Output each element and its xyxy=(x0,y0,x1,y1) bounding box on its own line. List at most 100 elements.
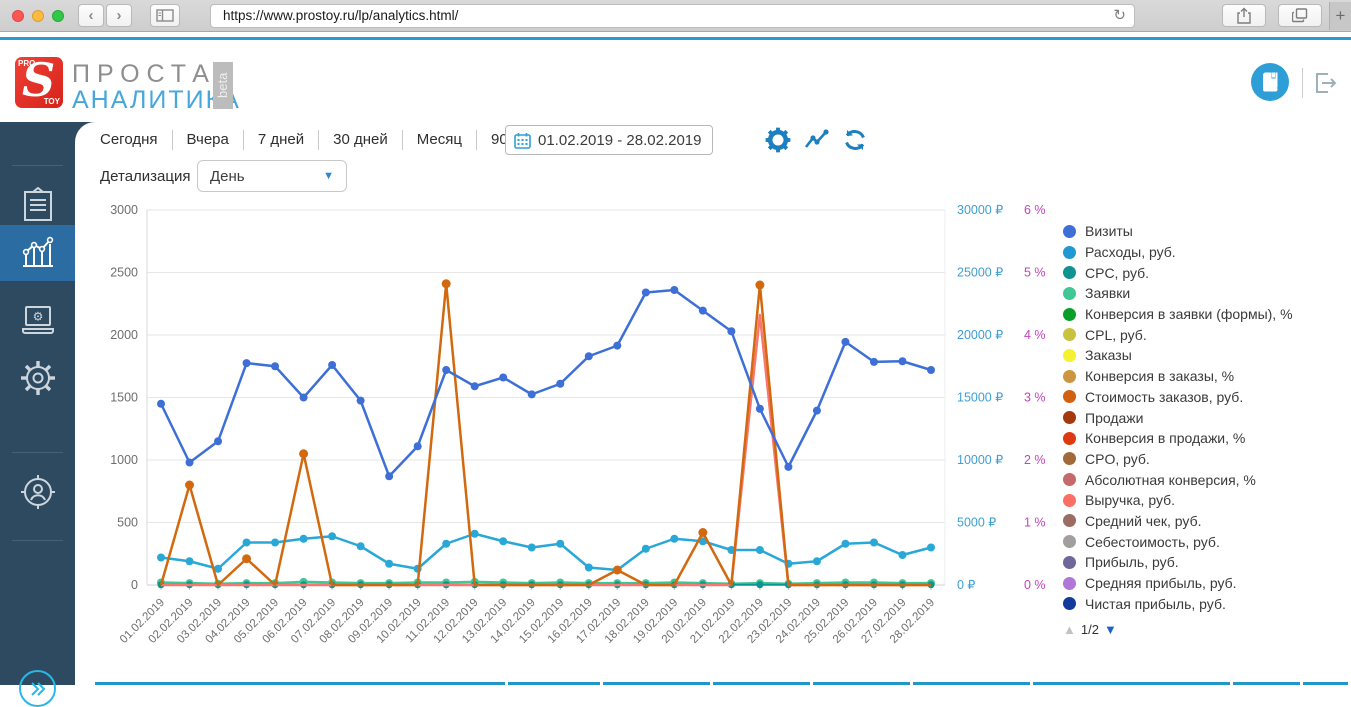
data-point[interactable] xyxy=(157,400,165,408)
data-point[interactable] xyxy=(185,481,194,490)
data-point[interactable] xyxy=(442,540,450,548)
legend-item-0[interactable]: Визиты xyxy=(1063,221,1348,242)
data-point[interactable] xyxy=(556,540,564,548)
data-point[interactable] xyxy=(328,532,336,540)
data-point[interactable] xyxy=(442,366,450,374)
minimize-window-button[interactable] xyxy=(32,10,44,22)
chart-settings-button[interactable] xyxy=(765,127,791,153)
data-point[interactable] xyxy=(756,546,764,554)
data-point[interactable] xyxy=(385,560,393,568)
data-point[interactable] xyxy=(385,472,393,480)
data-point[interactable] xyxy=(898,551,906,559)
data-point[interactable] xyxy=(471,530,479,538)
data-point[interactable] xyxy=(299,449,308,458)
data-point[interactable] xyxy=(870,539,878,547)
legend-page-down-icon[interactable]: ▼ xyxy=(1104,622,1117,637)
data-point[interactable] xyxy=(670,535,678,543)
date-range-picker[interactable]: 01.02.2019 - 28.02.2019 xyxy=(505,125,713,155)
data-point[interactable] xyxy=(585,352,593,360)
legend-item-4[interactable]: Конверсия в заявки (формы), % xyxy=(1063,304,1348,325)
sidebar-collapse-button[interactable] xyxy=(19,670,56,707)
logout-button[interactable] xyxy=(1312,70,1338,96)
prostoy-logo[interactable]: PRO S TOY xyxy=(15,57,63,108)
data-point[interactable] xyxy=(300,394,308,402)
data-point[interactable] xyxy=(813,557,821,565)
data-point[interactable] xyxy=(927,544,935,552)
legend-item-11[interactable]: CPO, руб. xyxy=(1063,449,1348,470)
legend-item-1[interactable]: Расходы, руб. xyxy=(1063,242,1348,263)
data-point[interactable] xyxy=(243,539,251,547)
sidebar-item-settings[interactable] xyxy=(0,350,75,406)
back-button[interactable]: ‹ xyxy=(78,4,104,27)
data-point[interactable] xyxy=(613,566,622,575)
sidebar-toggle-button[interactable] xyxy=(150,4,180,27)
data-point[interactable] xyxy=(357,542,365,550)
range-tab-2[interactable]: 7 дней xyxy=(244,130,319,150)
range-tab-1[interactable]: Вчера xyxy=(173,130,244,150)
data-point[interactable] xyxy=(670,286,678,294)
data-point[interactable] xyxy=(214,437,222,445)
sidebar-item-analytics[interactable] xyxy=(0,225,75,281)
legend-item-16[interactable]: Прибыль, руб. xyxy=(1063,552,1348,573)
legend-item-14[interactable]: Средний чек, руб. xyxy=(1063,511,1348,532)
data-point[interactable] xyxy=(528,544,536,552)
data-point[interactable] xyxy=(242,554,251,563)
data-point[interactable] xyxy=(328,361,336,369)
legend-item-9[interactable]: Продажи xyxy=(1063,407,1348,428)
data-point[interactable] xyxy=(755,281,764,290)
sidebar-item-sites[interactable]: ⚙ xyxy=(0,292,75,348)
legend-item-7[interactable]: Конверсия в заказы, % xyxy=(1063,366,1348,387)
legend-item-17[interactable]: Средняя прибыль, руб. xyxy=(1063,573,1348,594)
data-point[interactable] xyxy=(585,564,593,572)
legend-item-3[interactable]: Заявки xyxy=(1063,283,1348,304)
data-point[interactable] xyxy=(414,442,422,450)
help-book-button[interactable] xyxy=(1251,63,1289,101)
reload-icon[interactable]: ↻ xyxy=(1113,5,1126,27)
data-point[interactable] xyxy=(898,357,906,365)
data-point[interactable] xyxy=(756,581,763,588)
range-tab-0[interactable]: Сегодня xyxy=(100,130,173,150)
refresh-button[interactable] xyxy=(842,127,868,153)
data-point[interactable] xyxy=(927,366,935,374)
legend-item-6[interactable]: Заказы xyxy=(1063,345,1348,366)
legend-item-15[interactable]: Себестоимость, руб. xyxy=(1063,531,1348,552)
legend-item-2[interactable]: CPC, руб. xyxy=(1063,262,1348,283)
show-tabs-button[interactable] xyxy=(1278,4,1322,27)
forward-button[interactable]: › xyxy=(106,4,132,27)
new-tab-button[interactable]: + xyxy=(1329,2,1351,30)
detail-dropdown[interactable]: День ▼ xyxy=(197,160,347,192)
data-point[interactable] xyxy=(784,463,792,471)
data-point[interactable] xyxy=(243,359,251,367)
sidebar-item-support[interactable] xyxy=(0,464,75,520)
range-tab-4[interactable]: Месяц xyxy=(403,130,477,150)
legend-item-13[interactable]: Выручка, руб. xyxy=(1063,490,1348,511)
zoom-window-button[interactable] xyxy=(52,10,64,22)
address-bar[interactable]: https://www.prostoy.ru/lp/analytics.html… xyxy=(210,4,1135,28)
data-point[interactable] xyxy=(186,557,194,565)
legend-page-up-icon[interactable]: ▲ xyxy=(1063,622,1076,637)
data-point[interactable] xyxy=(613,342,621,350)
data-point[interactable] xyxy=(841,540,849,548)
data-point[interactable] xyxy=(471,382,479,390)
data-point[interactable] xyxy=(813,407,821,415)
data-point[interactable] xyxy=(841,338,849,346)
data-point[interactable] xyxy=(556,380,564,388)
data-point[interactable] xyxy=(642,545,650,553)
data-point[interactable] xyxy=(271,539,279,547)
data-point[interactable] xyxy=(727,327,735,335)
range-tab-3[interactable]: 30 дней xyxy=(319,130,403,150)
data-point[interactable] xyxy=(642,289,650,297)
data-point[interactable] xyxy=(271,362,279,370)
chart-type-button[interactable] xyxy=(803,127,829,153)
legend-item-12[interactable]: Абсолютная конверсия, % xyxy=(1063,469,1348,490)
data-point[interactable] xyxy=(300,535,308,543)
legend-item-8[interactable]: Стоимость заказов, руб. xyxy=(1063,387,1348,408)
data-point[interactable] xyxy=(499,537,507,545)
data-point[interactable] xyxy=(756,405,764,413)
data-point[interactable] xyxy=(357,397,365,405)
share-button[interactable] xyxy=(1222,4,1266,27)
data-point[interactable] xyxy=(186,459,194,467)
close-window-button[interactable] xyxy=(12,10,24,22)
data-point[interactable] xyxy=(698,528,707,537)
